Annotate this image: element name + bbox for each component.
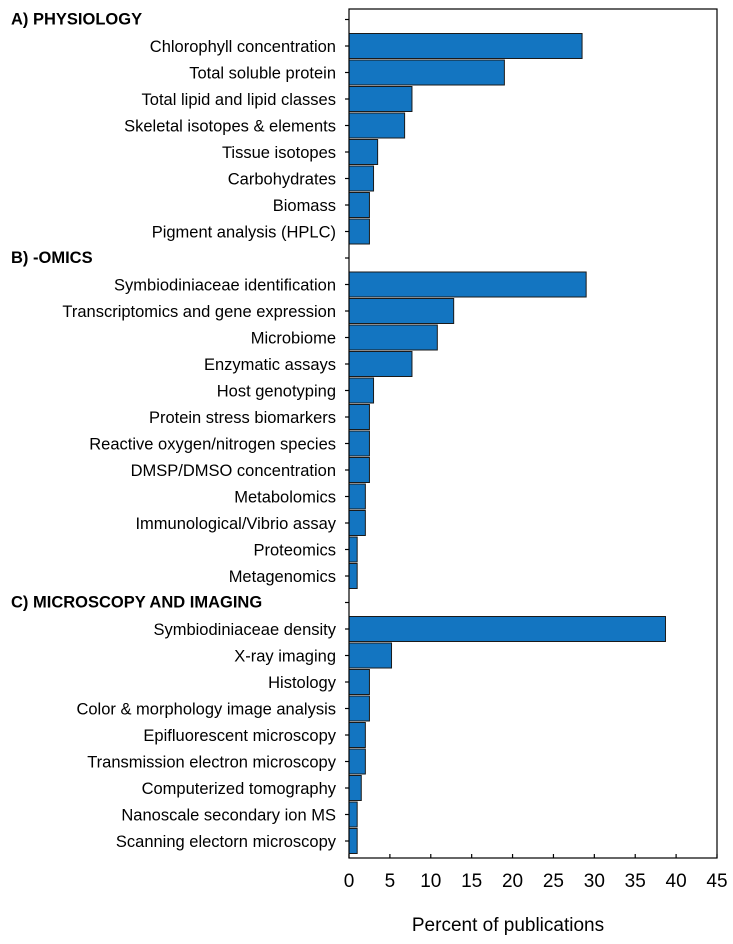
- bar: [348, 33, 583, 59]
- x-tick-label: 10: [420, 871, 441, 892]
- x-tick-label: 35: [625, 871, 646, 892]
- bar: [348, 669, 370, 695]
- bar: [348, 695, 370, 722]
- category-label: Enzymatic assays: [204, 356, 336, 374]
- bar: [348, 563, 358, 589]
- bar: [348, 86, 413, 112]
- category-label: Microbiome: [251, 330, 336, 348]
- category-label: Protein stress biomarkers: [149, 409, 336, 427]
- bar: [348, 139, 379, 165]
- bar: [348, 536, 358, 563]
- category-label: Carbohydrates: [228, 171, 336, 189]
- bar: [348, 775, 362, 801]
- category-label: Histology: [268, 674, 337, 692]
- x-axis-ticks: 0 5 10 15 20 25 30 35 40 45: [344, 18, 728, 892]
- bar: [348, 112, 406, 139]
- bar: [348, 510, 366, 536]
- category-label: Epifluorescent microscopy: [143, 727, 336, 745]
- bar: [348, 748, 366, 775]
- section-title: A) PHYSIOLOGY: [11, 11, 142, 29]
- category-label: Proteomics: [253, 542, 336, 560]
- x-tick-label: 30: [584, 871, 605, 892]
- label-layer: A) PHYSIOLOGY Chlorophyll concentration To…: [11, 11, 337, 852]
- category-label: Nanoscale secondary ion MS: [121, 807, 336, 825]
- category-label: Biomass: [273, 197, 336, 215]
- bar: [348, 271, 587, 298]
- bar: [348, 298, 455, 324]
- bar: [348, 192, 370, 218]
- category-label: Host genotyping: [217, 383, 336, 401]
- bar: [348, 377, 375, 404]
- category-label: Metagenomics: [229, 568, 336, 586]
- plot-frame: [348, 8, 718, 859]
- category-label: Transmission electron microscopy: [87, 754, 337, 772]
- category-label: X-ray imaging: [234, 648, 336, 666]
- bar: [348, 59, 505, 86]
- category-label: Skeletal isotopes & elements: [124, 118, 336, 136]
- category-label: Total lipid and lipid classes: [142, 91, 336, 109]
- category-label: Transcriptomics and gene expression: [62, 303, 336, 321]
- category-label: Color & morphology image analysis: [76, 701, 336, 719]
- x-tick-label: 15: [461, 871, 482, 892]
- x-tick-label: 5: [385, 871, 396, 892]
- bar: [348, 430, 370, 457]
- category-label: Immunological/Vibrio assay: [135, 515, 336, 533]
- category-label: Pigment analysis (HPLC): [152, 224, 336, 242]
- category-label: DMSP/DMSO concentration: [131, 462, 336, 480]
- category-label: Computerized tomography: [142, 780, 337, 798]
- bar: [348, 404, 370, 430]
- bar: [348, 801, 358, 828]
- category-label: Metabolomics: [234, 489, 336, 507]
- category-label: Tissue isotopes: [222, 144, 336, 162]
- x-tick-label: 25: [543, 871, 564, 892]
- section-title: C) MICROSCOPY AND IMAGING: [11, 594, 262, 612]
- x-axis-title: Percent of publications: [412, 915, 604, 936]
- bar: [348, 616, 666, 642]
- bar: [348, 218, 370, 245]
- category-label: Chlorophyll concentration: [150, 38, 336, 56]
- bar: [348, 828, 358, 854]
- bar: [348, 324, 438, 351]
- x-tick-label: 40: [666, 871, 687, 892]
- category-label: Total soluble protein: [189, 65, 336, 83]
- bar: [348, 483, 366, 510]
- bar: [348, 642, 393, 669]
- bar: [348, 351, 413, 377]
- bar: [348, 165, 375, 192]
- x-tick-label: 45: [706, 871, 727, 892]
- section-title: B) -OMICS: [11, 249, 93, 267]
- bar: [348, 457, 370, 483]
- category-label: Symbiodiniaceae density: [153, 621, 336, 639]
- category-label: Scanning electorn microscopy: [116, 833, 337, 851]
- category-label: Symbiodiniaceae identification: [114, 277, 336, 295]
- x-tick-label: 0: [344, 871, 355, 892]
- x-tick-label: 20: [502, 871, 523, 892]
- category-label: Reactive oxygen/nitrogen species: [89, 436, 336, 454]
- plot-layer: [348, 33, 666, 854]
- bar: [348, 722, 366, 748]
